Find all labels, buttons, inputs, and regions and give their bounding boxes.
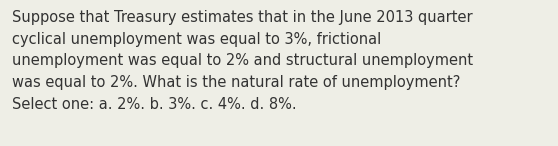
Text: Suppose that Treasury estimates that in the June 2013 quarter
cyclical unemploym: Suppose that Treasury estimates that in … <box>12 10 473 112</box>
